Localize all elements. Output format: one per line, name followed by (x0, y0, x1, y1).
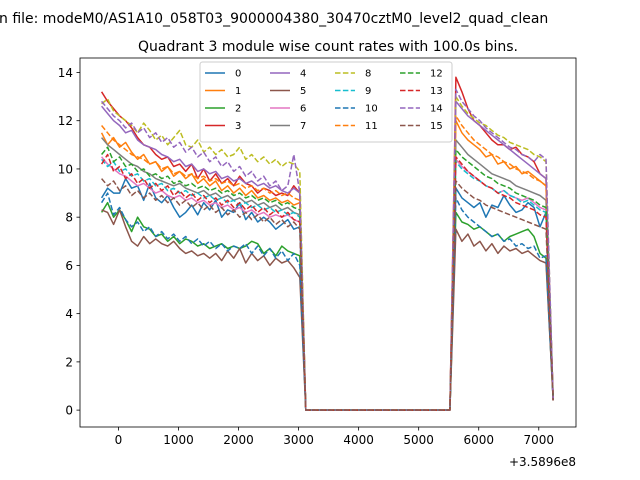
legend-label-0: 0 (235, 69, 241, 80)
series-line-5 (101, 209, 554, 411)
legend-label-3: 3 (235, 121, 241, 132)
legend-label-5: 5 (300, 86, 306, 97)
x-tick-label: 1000 (163, 433, 194, 447)
legend-label-8: 8 (365, 69, 371, 80)
y-tick-label: 10 (58, 162, 73, 176)
x-tick-label: 0 (115, 433, 123, 447)
legend-label-10: 10 (365, 104, 378, 115)
legend-label-6: 6 (300, 104, 306, 115)
series-layer (100, 76, 554, 411)
x-tick-label: 3000 (283, 433, 314, 447)
series-line-7 (101, 137, 554, 411)
series-line-3 (100, 76, 554, 411)
legend-label-4: 4 (300, 69, 306, 80)
y-tick-label: 2 (65, 355, 73, 369)
series-line-4 (101, 100, 554, 411)
series-line-13 (100, 153, 554, 411)
legend-label-14: 14 (430, 104, 443, 115)
axes-frame (79, 57, 577, 428)
series-line-8 (101, 95, 554, 411)
chart-title: Quadrant 3 module wise count rates with … (138, 39, 518, 55)
series-line-15 (101, 178, 554, 411)
y-tick-label: 12 (58, 114, 73, 128)
series-line-0 (100, 177, 554, 411)
x-offset-label: +3.5896e8 (509, 455, 576, 469)
y-tick-label: 6 (65, 259, 73, 273)
x-tick-label: 6000 (463, 433, 494, 447)
series-line-11 (101, 115, 554, 411)
legend-label-2: 2 (235, 104, 241, 115)
legend-label-12: 12 (430, 69, 443, 80)
y-tick-label: 14 (58, 66, 73, 80)
series-line-9 (101, 158, 554, 411)
x-tick-label: 5000 (403, 433, 434, 447)
y-tick-label: 0 (65, 404, 73, 418)
figure-suptitle: n file: modeM0/AS1A10_058T03_9000004380_… (0, 11, 548, 27)
legend-box (199, 61, 453, 143)
legend-label-13: 13 (430, 86, 443, 97)
legend-label-1: 1 (235, 86, 241, 97)
series-line-14 (101, 88, 554, 411)
y-tick-label: 4 (65, 307, 73, 321)
legend-label-15: 15 (430, 121, 443, 132)
series-line-12 (101, 146, 554, 411)
x-tick-label: 7000 (523, 433, 554, 447)
x-tick-label: 4000 (343, 433, 374, 447)
y-tick-label: 8 (65, 211, 73, 225)
x-tick-label: 2000 (223, 433, 254, 447)
series-line-10 (100, 192, 554, 411)
legend-label-9: 9 (365, 86, 371, 97)
legend-label-7: 7 (300, 121, 306, 132)
legend-label-11: 11 (365, 121, 378, 132)
